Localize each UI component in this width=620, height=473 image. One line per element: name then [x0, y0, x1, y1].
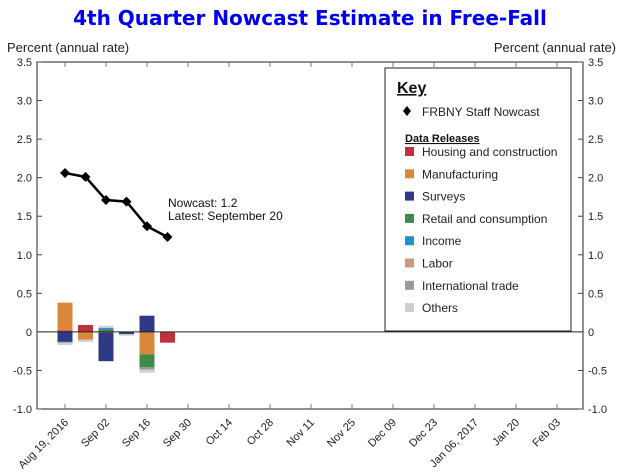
y-tick-label-right: -0.5 [588, 365, 607, 377]
x-tick-label: Sep 30 [161, 417, 194, 450]
y-tick-label-left: 2.0 [17, 173, 32, 185]
x-tick-label: Aug 19, 2016 [16, 417, 71, 472]
y-axis-label-left: Percent (annual rate) [7, 40, 130, 55]
y-tick-label-left: -0.5 [13, 365, 32, 377]
bar-housing-and-construction-1 [78, 324, 93, 332]
legend-item-6: International trade [422, 279, 519, 293]
legend-swatch-7 [405, 303, 414, 313]
bar-others-2 [98, 325, 114, 329]
y-tick-label-left: 0 [26, 327, 32, 339]
legend-swatch-3 [405, 213, 414, 223]
x-tick-label: Dec 09 [366, 417, 399, 450]
y-tick-label-right: 0 [588, 327, 594, 339]
nowcast-point-1 [80, 171, 91, 182]
bar-international-trade-0 [57, 341, 73, 343]
y-tick-label-left: 3.5 [17, 57, 32, 69]
legend-item-3: Retail and consumption [422, 212, 547, 226]
bar-surveys-3 [119, 331, 134, 335]
y-tick-label-right: 3.5 [588, 57, 603, 69]
y-tick-label-left: -1.0 [13, 404, 32, 416]
y-tick-label-right: 3.0 [588, 96, 603, 108]
nowcast-point-5 [162, 232, 173, 243]
legend-swatch-2 [405, 191, 414, 201]
x-tick-label: Oct 14 [204, 417, 235, 448]
y-tick-label-right: 2.0 [588, 173, 603, 185]
nowcast-point-0 [60, 168, 70, 179]
y-tick-label-right: 2.5 [588, 134, 603, 146]
legend-swatch-0 [405, 147, 414, 156]
bar-others-1 [78, 339, 93, 342]
plot-frame [36, 61, 584, 410]
bar-international-trade-4 [139, 367, 155, 370]
legend-subtitle: Data Releases [405, 133, 480, 145]
legend-item-5: Labor [422, 257, 453, 271]
x-tick-label: Nov 11 [285, 417, 318, 450]
y-tick-label-right: -1.0 [588, 404, 607, 416]
bar-others-3 [119, 334, 134, 336]
bar-others-4 [139, 369, 155, 373]
legend-swatch-5 [405, 258, 414, 268]
x-tick-label: Oct 28 [245, 417, 276, 448]
x-tick-label: Sep 02 [79, 417, 112, 450]
nowcast-annotation-value: Nowcast: 1.2 [168, 196, 238, 210]
x-tick-label: Nov 25 [325, 417, 358, 450]
y-tick-label-right: 1.5 [588, 211, 603, 223]
y-tick-label-right: 0.5 [588, 288, 603, 300]
bar-others-0 [57, 342, 73, 345]
bar-manufacturing-4 [139, 331, 155, 355]
legend-item-7: Others [422, 301, 458, 315]
bar-manufacturing-0 [57, 302, 73, 331]
nowcast-point-3 [121, 196, 132, 207]
bar-housing-and-construction-0 [57, 330, 73, 332]
y-tick-label-left: 1.5 [17, 211, 32, 223]
bars-layer [57, 302, 175, 373]
x-tick-label: Jan 20 [490, 417, 522, 449]
legend-diamond-icon [403, 106, 411, 116]
legend-item-4: Income [422, 234, 462, 248]
nowcast-point-4 [142, 221, 152, 232]
y-tick-label-left: 2.5 [17, 134, 32, 146]
bar-surveys-0 [57, 331, 73, 342]
legend-swatch-6 [405, 280, 414, 290]
chart-title: 4th Quarter Nowcast Estimate in Free-Fal… [73, 6, 547, 30]
legend: Key FRBNY Staff Nowcast Data ReleasesHousi… [384, 67, 572, 332]
nowcast-annotation-date: Latest: September 20 [168, 209, 283, 223]
y-tick-label-left: 1.0 [17, 250, 32, 262]
bar-manufacturing-1 [78, 331, 93, 340]
legend-box [384, 67, 572, 332]
legend-item-1: Manufacturing [422, 167, 498, 181]
legend-item-0: Housing and construction [422, 145, 557, 159]
legend-swatch-1 [405, 169, 414, 179]
y-tick-label-right: 1.0 [588, 250, 603, 262]
bar-retail-and-consumption-2 [98, 329, 114, 332]
bar-surveys-4 [139, 315, 155, 332]
nowcast-point-2 [101, 195, 111, 206]
bar-retail-and-consumption-4 [139, 354, 155, 368]
legend-title: Key [397, 80, 426, 97]
x-tick-label: Sep 16 [120, 417, 153, 450]
nowcast-layer [60, 168, 173, 243]
y-tick-label-left: 0.5 [17, 288, 32, 300]
legend-swatch-4 [405, 236, 414, 246]
legend-nowcast-label: FRBNY Staff Nowcast [422, 105, 540, 119]
y-axis-label-right: Percent (annual rate) [493, 40, 616, 55]
y-tick-label-left: 3.0 [17, 96, 32, 108]
legend-item-2: Surveys [422, 190, 465, 204]
bar-surveys-2 [98, 332, 114, 362]
x-tick-label: Dec 23 [407, 417, 440, 450]
bar-income-2 [98, 328, 114, 330]
bar-housing-and-construction-5 [160, 331, 175, 343]
nowcast-line [64, 171, 169, 239]
x-tick-label: Feb 03 [530, 417, 563, 450]
